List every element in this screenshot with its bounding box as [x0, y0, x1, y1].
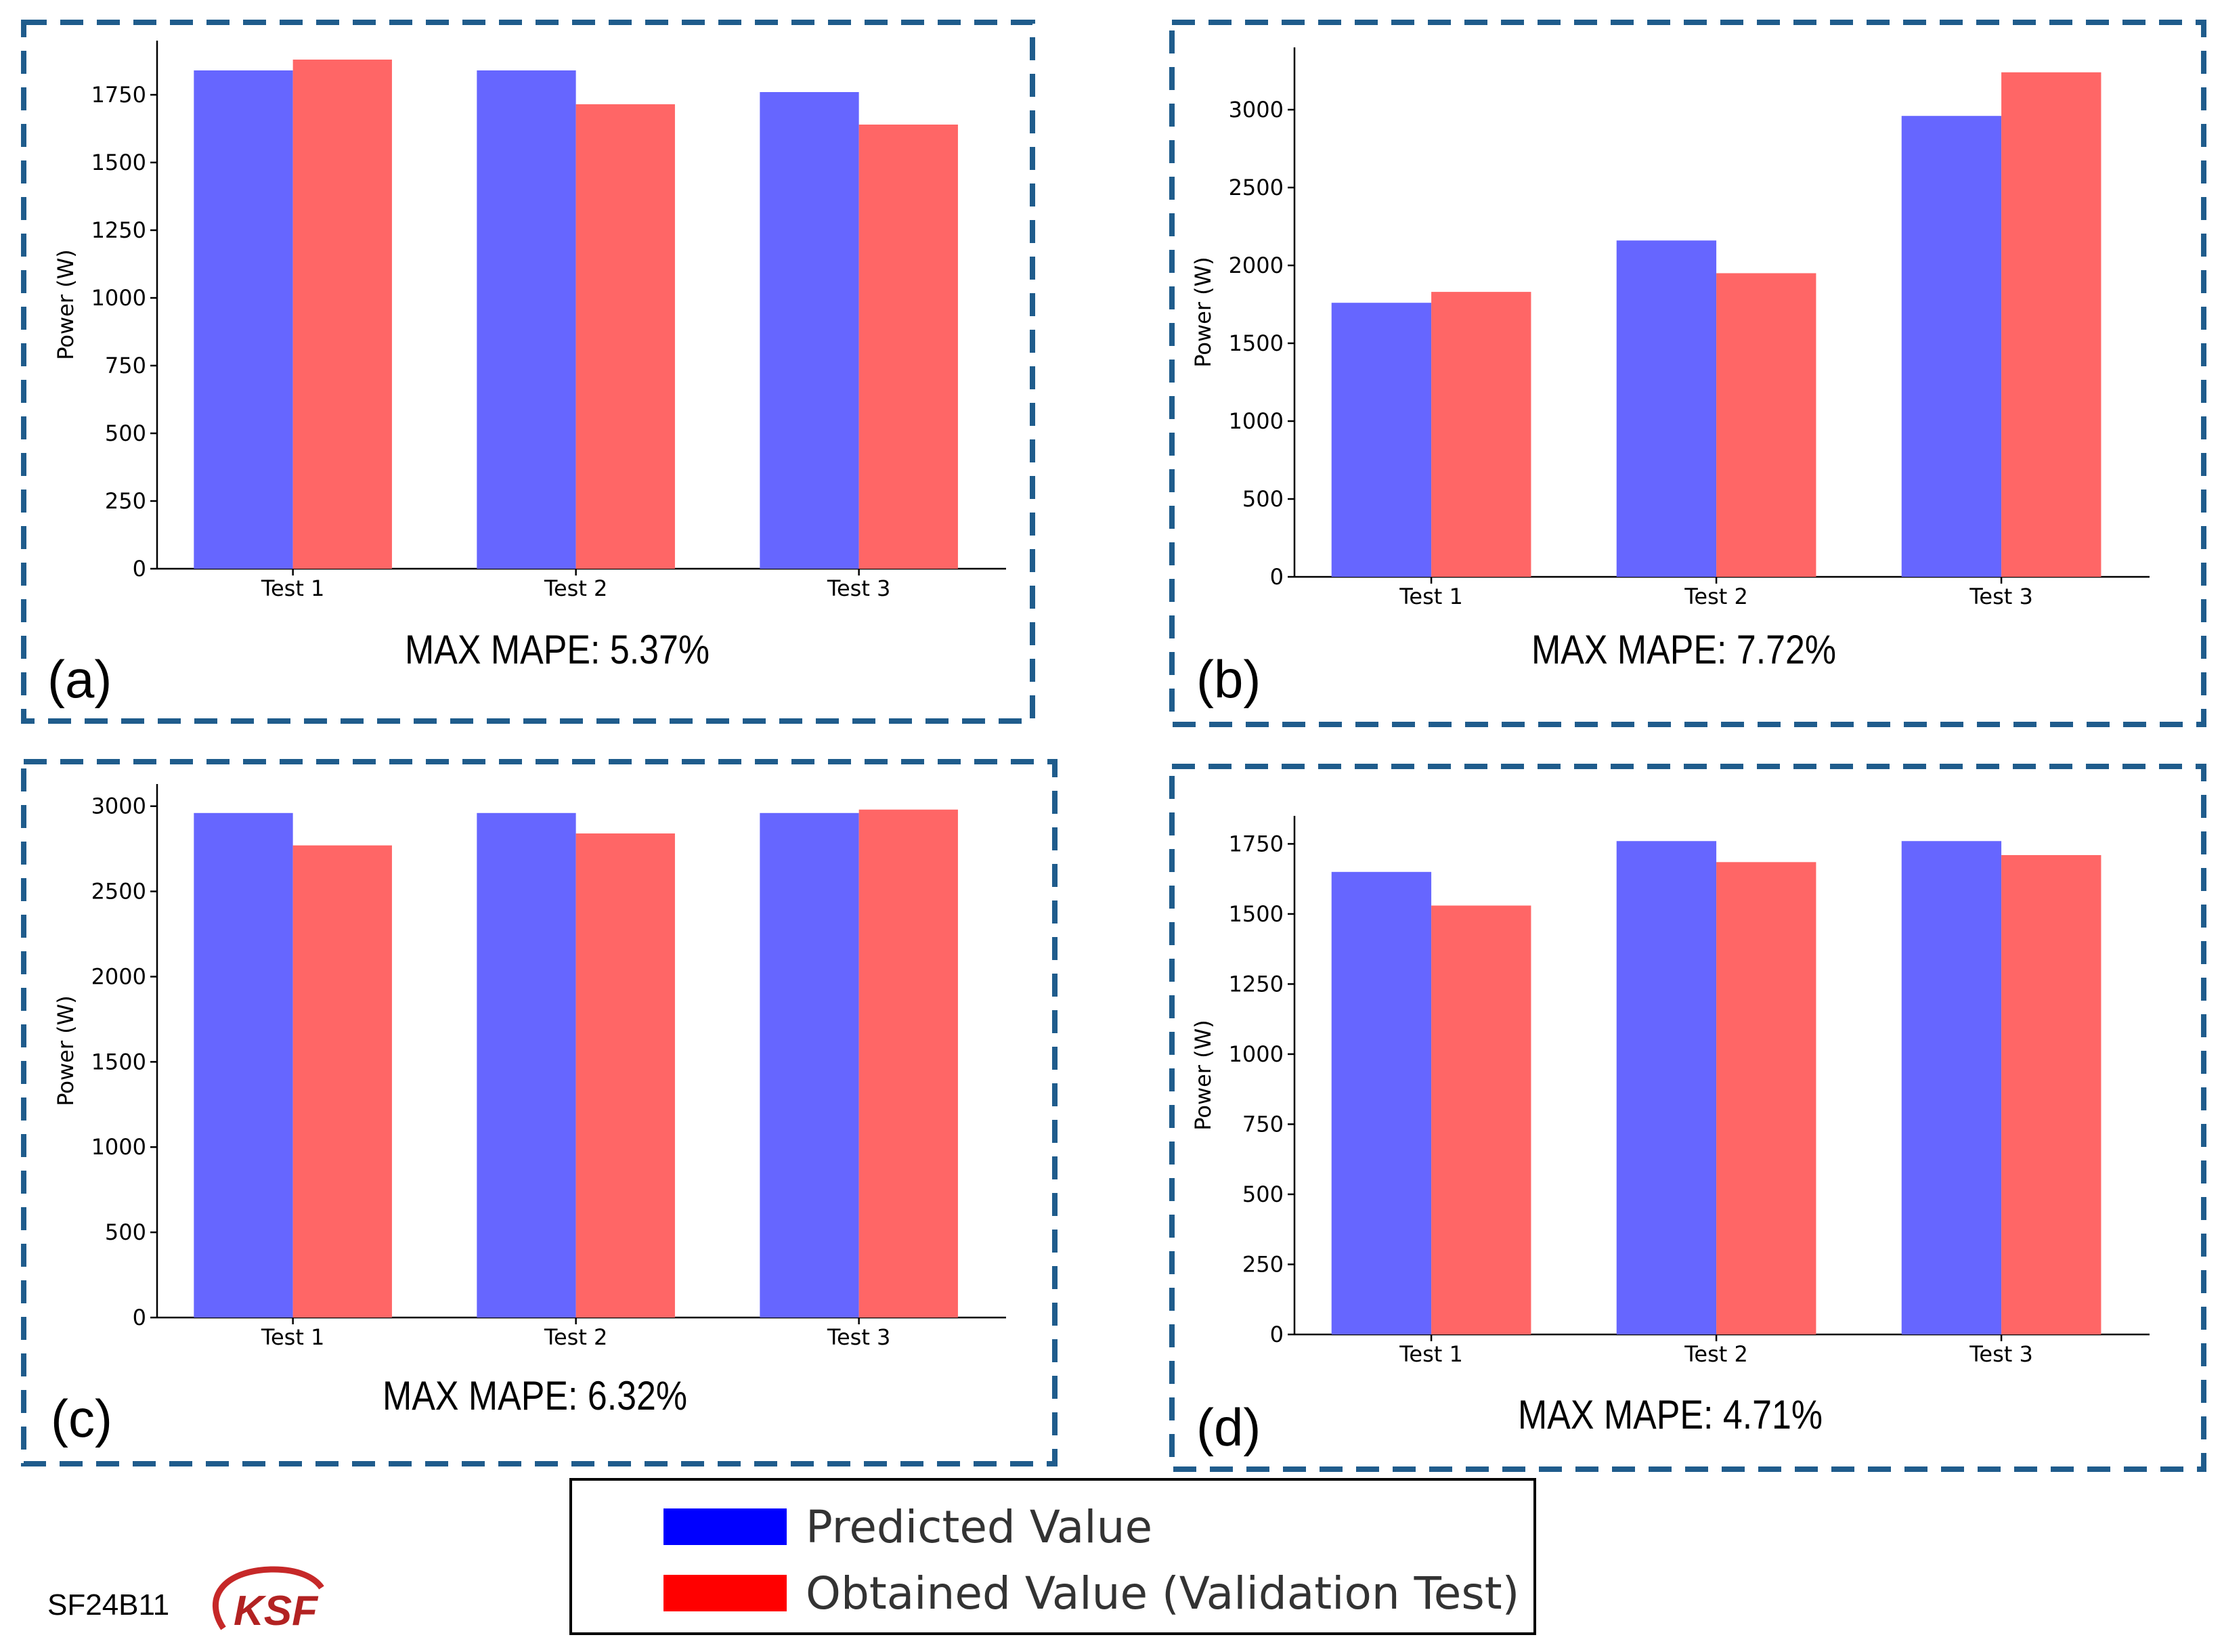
bar-predicted-test-1	[1331, 303, 1432, 577]
y-tick-label: 1500	[1229, 901, 1284, 927]
bar-obtained-test-2	[575, 833, 675, 1318]
bar-obtained-test-2	[1716, 862, 1816, 1334]
x-tick-label: Test 3	[827, 1324, 891, 1350]
x-tick-label: Test 1	[261, 1324, 325, 1350]
logo-text: KSF	[234, 1588, 319, 1634]
y-tick-label: 1500	[91, 150, 146, 175]
x-tick-label: Test 2	[544, 1324, 608, 1350]
y-tick-label: 500	[105, 420, 146, 446]
bar-obtained-test-1	[292, 845, 392, 1318]
bar-obtained-test-3	[2001, 72, 2101, 578]
legend-swatch-obtained	[663, 1575, 787, 1611]
y-tick-label: 2000	[91, 963, 146, 989]
y-axis-label: Power (W)	[53, 249, 79, 360]
panel-letter: (a)	[47, 649, 112, 709]
y-tick-label: 0	[1270, 564, 1284, 590]
y-tick-label: 750	[105, 353, 146, 378]
y-tick-label: 2500	[91, 879, 146, 905]
x-tick-label: Test 1	[261, 575, 325, 601]
y-tick-label: 250	[105, 488, 146, 514]
panels: 0 250 500 750 1000 1250 1500 1750 Power (W) Test …	[21, 20, 2206, 1472]
bar-obtained-test-2	[1716, 273, 1816, 577]
footer-code: SF24B11	[47, 1588, 169, 1622]
panel-frame	[21, 759, 1058, 1466]
y-tick-label: 250	[1242, 1251, 1284, 1277]
bar-obtained-test-1	[1431, 292, 1531, 577]
panel-c: 0 500 1000 1500 2000 2500 3000 Power (W) Test 1 T…	[21, 759, 1058, 1466]
x-tick-label: Test 3	[1969, 1341, 2033, 1367]
y-tick-label: 500	[105, 1219, 146, 1245]
y-tick-label: 750	[1242, 1111, 1284, 1137]
bar-obtained-test-3	[858, 809, 958, 1318]
legend-label-obtained: Obtained Value (Validation Test)	[806, 1567, 1519, 1620]
panel-b: 0 500 1000 1500 2000 2500 3000 Power (W) Test 1 T…	[1169, 20, 2206, 727]
y-tick-label: 1000	[1229, 1041, 1284, 1067]
bar-predicted-test-2	[1616, 841, 1717, 1334]
bar-predicted-test-2	[477, 70, 576, 569]
mape-annotation: MAX MAPE: 7.72%	[1531, 627, 1836, 672]
panel-letter: (d)	[1196, 1397, 1261, 1457]
y-tick-label: 0	[133, 556, 146, 582]
bar-predicted-test-3	[760, 92, 859, 569]
y-tick-label: 1000	[1229, 408, 1284, 434]
y-tick-label: 1750	[1229, 831, 1284, 856]
y-axis-label: Power (W)	[1190, 1020, 1216, 1131]
logo-swoosh	[213, 1566, 324, 1630]
bar-obtained-test-1	[1431, 905, 1531, 1334]
bar-predicted-test-3	[1901, 841, 2002, 1334]
panel-letter: (b)	[1196, 649, 1261, 709]
y-tick-label: 0	[1270, 1322, 1284, 1347]
y-tick-label: 3000	[1229, 97, 1284, 123]
bar-predicted-test-2	[477, 812, 576, 1318]
legend: Predicted Value Obtained Value (Validati…	[569, 1478, 1536, 1635]
bar-predicted-test-3	[760, 812, 859, 1318]
mape-annotation: MAX MAPE: 6.32%	[383, 1373, 687, 1418]
y-tick-label: 1250	[1229, 971, 1284, 997]
bar-predicted-test-2	[1616, 240, 1717, 577]
bar-predicted-test-1	[194, 812, 293, 1318]
bar-obtained-test-3	[2001, 854, 2101, 1334]
panel-frame	[1169, 764, 2206, 1472]
mape-annotation: MAX MAPE: 5.37%	[405, 627, 710, 672]
y-tick-label: 1750	[91, 82, 146, 108]
x-tick-label: Test 2	[1684, 1341, 1748, 1367]
x-tick-label: Test 2	[1684, 584, 1748, 609]
mape-annotation: MAX MAPE: 4.71%	[1518, 1392, 1823, 1437]
panel-frame	[1169, 20, 2206, 727]
bar-predicted-test-1	[1331, 871, 1432, 1334]
legend-swatch-predicted	[663, 1508, 787, 1545]
ksf-logo: KSF	[213, 1566, 324, 1634]
bar-obtained-test-1	[292, 60, 392, 569]
y-tick-label: 500	[1242, 1181, 1284, 1207]
panel-letter: (c)	[51, 1389, 112, 1448]
y-axis-label: Power (W)	[1190, 257, 1216, 368]
legend-label-predicted: Predicted Value	[806, 1501, 1152, 1553]
bar-obtained-test-2	[575, 104, 675, 569]
x-tick-label: Test 3	[827, 575, 891, 601]
y-tick-label: 3000	[91, 794, 146, 819]
y-tick-label: 1000	[91, 285, 146, 311]
y-tick-label: 1250	[91, 217, 146, 243]
panel-a: 0 250 500 750 1000 1250 1500 1750 Power (W) Test …	[21, 20, 1035, 724]
bar-predicted-test-3	[1901, 116, 2002, 577]
bar-predicted-test-1	[194, 70, 293, 569]
y-tick-label: 2500	[1229, 175, 1284, 200]
x-tick-label: Test 3	[1969, 584, 2033, 609]
y-tick-label: 1000	[91, 1134, 146, 1160]
y-tick-label: 0	[133, 1305, 146, 1330]
panel-frame	[21, 20, 1035, 724]
y-tick-label: 1500	[91, 1049, 146, 1074]
y-tick-label: 1500	[1229, 330, 1284, 356]
panel-d: 0 250 500 750 1000 1250 1500 1750 Power (W) Test …	[1169, 764, 2206, 1472]
bar-obtained-test-3	[858, 125, 958, 569]
y-tick-label: 500	[1242, 486, 1284, 512]
y-axis-label: Power (W)	[53, 995, 79, 1106]
x-tick-label: Test 1	[1399, 1341, 1463, 1367]
x-tick-label: Test 2	[544, 575, 608, 601]
y-tick-label: 2000	[1229, 253, 1284, 278]
x-tick-label: Test 1	[1399, 584, 1463, 609]
